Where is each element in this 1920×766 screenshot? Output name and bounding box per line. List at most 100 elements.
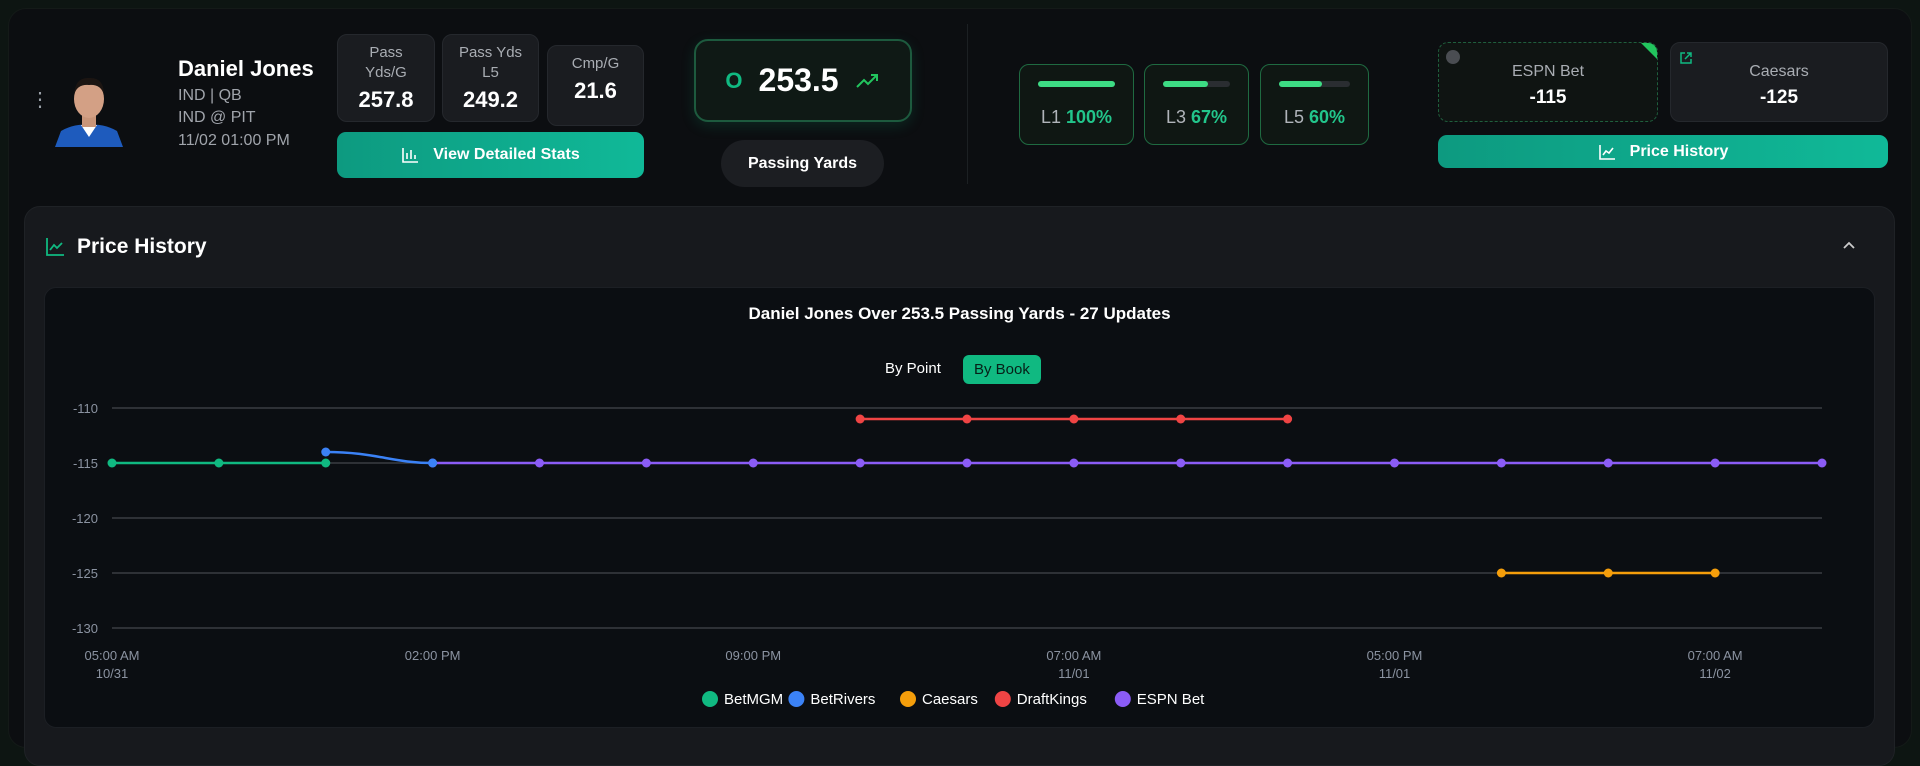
section-title: Price History xyxy=(77,235,207,258)
player-avatar xyxy=(55,67,123,147)
status-dot-icon xyxy=(1446,50,1460,64)
team-position: IND | QB xyxy=(178,87,242,104)
view-detailed-stats-button[interactable]: View Detailed Stats xyxy=(337,132,644,178)
data-point xyxy=(1069,458,1079,468)
stat-label: Pass Yds/G xyxy=(365,44,407,81)
book-caesars[interactable]: Caesars -125 xyxy=(1670,42,1888,122)
stat-pass-yds-l5: Pass Yds L5 249.2 xyxy=(442,34,539,122)
stat-value: 249.2 xyxy=(462,87,519,112)
x-tick-label: 05:00 PM xyxy=(1367,648,1423,663)
data-point xyxy=(962,414,972,424)
legend-label: DraftKings xyxy=(1017,691,1087,708)
market-pill[interactable]: Passing Yards xyxy=(721,140,884,187)
legend-marker xyxy=(1114,691,1131,707)
data-point xyxy=(1390,458,1399,468)
button-label: Price History xyxy=(1629,142,1729,160)
data-point xyxy=(1283,458,1293,468)
legend-label: BetRivers xyxy=(810,691,875,708)
chart-title: Daniel Jones Over 253.5 Passing Yards - … xyxy=(748,304,1171,323)
line-value: 253.5 xyxy=(758,62,839,98)
player-name: Daniel Jones xyxy=(178,56,314,81)
chart-container: Daniel Jones Over 253.5 Passing Yards - … xyxy=(44,287,1875,728)
price-history-chart: -110 -115 -120 -125 -130 05:00 AM 10/31 02:00 P… xyxy=(72,401,1827,708)
legend-marker xyxy=(788,691,805,707)
legend-marker xyxy=(994,691,1011,707)
book-odds: -115 xyxy=(1529,87,1567,108)
data-point xyxy=(1710,458,1720,468)
data-point xyxy=(107,458,117,468)
hit-rate-pct: 100% xyxy=(1066,107,1113,127)
data-point xyxy=(1603,458,1613,468)
button-label: View Detailed Stats xyxy=(433,146,580,163)
data-point xyxy=(1496,568,1506,578)
stat-label: Pass Yds L5 xyxy=(458,44,523,81)
book-name: Caesars xyxy=(1749,63,1809,80)
matchup: IND @ PIT xyxy=(178,109,256,126)
by-point-toggle[interactable]: By Point xyxy=(885,360,941,377)
hit-rate-label: L3 xyxy=(1165,107,1186,127)
best-odds-corner-icon xyxy=(1641,43,1657,59)
x-tick-label: 05:00 AM xyxy=(85,648,140,663)
trending-up-icon xyxy=(855,73,878,88)
hit-rate-l3: L3 67% xyxy=(1144,64,1249,145)
hit-rate-l1: L1 100% xyxy=(1019,64,1134,145)
data-point xyxy=(321,447,331,457)
more-options-icon[interactable]: ⋮ xyxy=(30,90,50,110)
collapse-chevron-up-icon[interactable] xyxy=(1841,237,1857,253)
data-point xyxy=(428,458,438,468)
line-chart-icon xyxy=(1598,144,1615,160)
legend-marker xyxy=(702,691,718,707)
bar-chart-icon xyxy=(402,148,419,163)
book-espn-bet[interactable]: ESPN Bet -115 xyxy=(1438,42,1658,122)
hit-rate-bar xyxy=(1038,81,1115,87)
price-history-button[interactable]: Price History xyxy=(1438,135,1888,168)
hit-rate-l5: L5 60% xyxy=(1260,64,1369,145)
hit-rate-bar xyxy=(1279,81,1322,87)
legend-label: Caesars xyxy=(922,691,978,708)
data-point xyxy=(214,458,224,468)
legend-label: BetMGM xyxy=(724,691,783,708)
hit-rate-pct: 60% xyxy=(1309,107,1346,127)
legend-label: ESPN Bet xyxy=(1137,691,1205,708)
by-book-toggle[interactable]: By Book xyxy=(963,355,1041,384)
data-point xyxy=(855,458,865,468)
data-point xyxy=(321,458,331,468)
data-point xyxy=(1176,414,1186,424)
data-point xyxy=(748,458,758,468)
data-point xyxy=(962,458,972,468)
hit-rate-bar xyxy=(1163,81,1208,87)
y-tick-label: -120 xyxy=(72,511,98,526)
x-tick-label: 07:00 AM xyxy=(1688,648,1743,663)
divider xyxy=(967,24,968,184)
over-indicator: O xyxy=(725,67,743,93)
data-point xyxy=(1069,414,1079,424)
y-tick-label: -115 xyxy=(73,456,98,471)
data-point xyxy=(1283,414,1293,424)
hit-rate-label: L1 xyxy=(1040,107,1061,127)
y-tick-label: -130 xyxy=(72,621,98,636)
data-point xyxy=(855,414,865,424)
data-point xyxy=(1710,568,1720,578)
stat-label: Cmp/G xyxy=(571,55,620,72)
legend-marker xyxy=(900,691,916,707)
line-chart-icon xyxy=(46,238,64,256)
x-tick-date: 11/02 xyxy=(1699,666,1731,681)
book-odds: -125 xyxy=(1759,87,1799,108)
data-point xyxy=(1496,458,1506,468)
series-line-betrivers xyxy=(325,450,433,465)
y-tick-label: -125 xyxy=(72,566,98,581)
data-point xyxy=(1603,568,1613,578)
x-tick-date: 11/01 xyxy=(1379,666,1411,681)
data-point xyxy=(1817,458,1827,468)
x-tick-label: 02:00 PM xyxy=(405,648,461,663)
line-display: O 253.5 xyxy=(694,39,912,122)
book-name: ESPN Bet xyxy=(1511,63,1585,80)
y-tick-label: -110 xyxy=(73,401,98,416)
data-point xyxy=(535,458,544,468)
x-tick-date: 11/01 xyxy=(1058,666,1090,681)
x-tick-label: 07:00 AM xyxy=(1046,648,1101,663)
x-tick-label: 09:00 PM xyxy=(725,648,781,663)
data-point xyxy=(641,458,651,468)
external-link-icon[interactable] xyxy=(1679,51,1693,65)
stat-value: 257.8 xyxy=(358,87,414,112)
